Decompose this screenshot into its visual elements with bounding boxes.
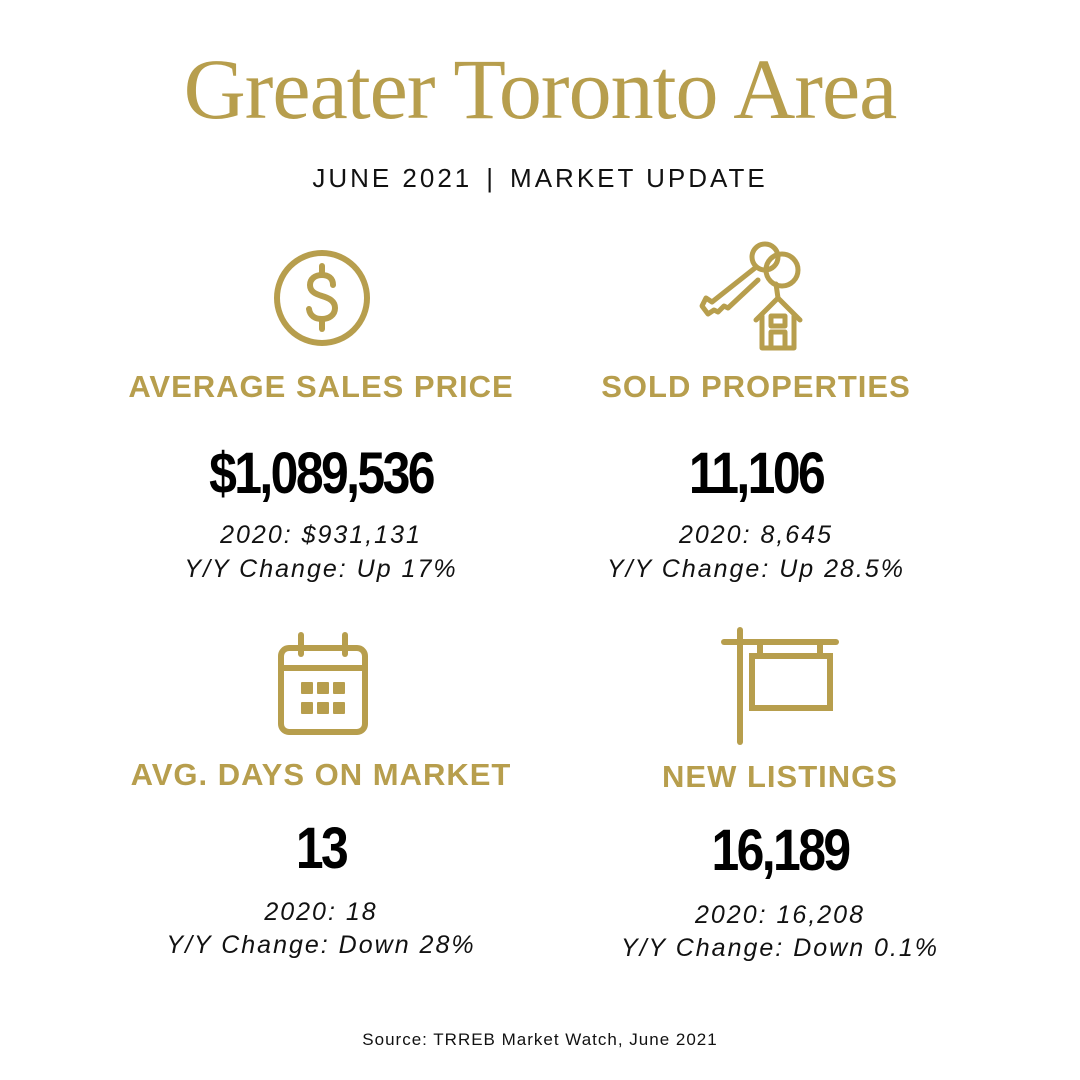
stat-average-sales-price: AVERAGE SALES PRICE $1,089,536 2020: $93… (101, 240, 541, 600)
stat-new-listings: NEW LISTINGS 16,189 2020: 16,208 Y/Y Cha… (560, 626, 1000, 966)
stat-prior-year: 2020: 16,208 (695, 901, 865, 929)
stat-value: $1,089,536 (209, 441, 435, 506)
dollar-circle-icon (274, 250, 370, 346)
source-footnote: Source: TRREB Market Watch, June 2021 (362, 1030, 718, 1049)
period-label: JUNE 2021 (312, 163, 473, 193)
stat-yoy-change: Y/Y Change: Up 17% (184, 555, 458, 583)
stat-sold-properties: SOLD PROPERTIES 11,106 2020: 8,645 Y/Y C… (536, 240, 976, 600)
stat-yoy-change: Y/Y Change: Up 28.5% (606, 555, 906, 583)
stat-yoy-change: Y/Y Change: Down 0.1% (620, 934, 940, 962)
stat-avg-days-on-market: AVG. DAYS ON MARKET 13 2020: 18 Y/Y Chan… (101, 630, 541, 960)
stat-prior-year: 2020: 8,645 (678, 521, 834, 549)
stat-prior-year: 2020: $931,131 (220, 521, 422, 549)
page-title: Greater Toronto Area (183, 41, 898, 137)
keys-house-icon (699, 241, 803, 351)
stat-label: NEW LISTINGS (662, 759, 898, 794)
stat-label: AVG. DAYS ON MARKET (130, 757, 512, 792)
stat-value: 11,106 (688, 441, 826, 506)
stat-label: SOLD PROPERTIES (601, 369, 911, 404)
stat-label: AVERAGE SALES PRICE (128, 369, 514, 404)
page-subtitle: JUNE 2021 | MARKET UPDATE (0, 163, 1080, 194)
stat-value: 13 (295, 816, 349, 881)
stat-prior-year: 2020: 18 (264, 898, 378, 926)
stat-yoy-change: Y/Y Change: Down 28% (166, 931, 476, 959)
sign-post-icon (721, 627, 839, 745)
stat-value: 16,189 (711, 818, 851, 883)
subtitle-separator: | (486, 163, 497, 193)
calendar-icon (278, 632, 368, 735)
subtitle-label: MARKET UPDATE (510, 163, 768, 193)
